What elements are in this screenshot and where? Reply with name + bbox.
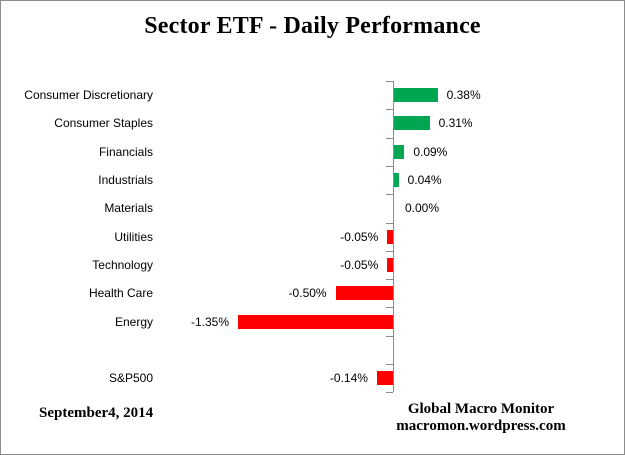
- attribution-source-url: macromon.wordpress.com: [396, 418, 566, 434]
- positive-bar: [394, 173, 399, 188]
- category-label: Materials: [104, 201, 153, 216]
- value-label: 0.38%: [446, 88, 481, 103]
- positive-bar: [394, 116, 430, 131]
- category-label: Energy: [114, 314, 153, 329]
- axis-tick-mark: [386, 81, 393, 82]
- attribution: Global Macro Monitor macromon.wordpress.…: [366, 401, 596, 435]
- axis-tick-mark: [386, 336, 393, 337]
- axis-tick-mark: [386, 109, 393, 110]
- value-axis-line: [393, 81, 394, 393]
- negative-bar: [376, 371, 393, 386]
- axis-tick-mark: [386, 251, 393, 252]
- negative-bar: [387, 257, 393, 272]
- negative-bar: [238, 314, 393, 329]
- axis-tick-mark: [386, 138, 393, 139]
- category-label: S&P500: [108, 371, 153, 386]
- positive-bar: [394, 88, 438, 103]
- value-label: -1.35%: [190, 314, 230, 329]
- value-label: 0.00%: [405, 201, 440, 216]
- axis-tick-mark: [386, 194, 393, 195]
- category-label: Consumer Staples: [54, 116, 153, 131]
- axis-tick-mark: [386, 223, 393, 224]
- category-label: Financials: [98, 144, 153, 159]
- category-label: Industrials: [98, 173, 153, 188]
- value-label: 0.04%: [407, 173, 442, 188]
- attribution-source-name: Global Macro Monitor: [407, 401, 555, 417]
- value-label: -0.50%: [288, 286, 327, 301]
- negative-bar: [387, 229, 393, 244]
- positive-bar: [394, 144, 405, 159]
- value-label: -0.05%: [340, 257, 379, 272]
- axis-tick-mark: [386, 392, 393, 393]
- axis-tick-mark: [386, 166, 393, 167]
- chart-title: Sector ETF - Daily Performance: [144, 13, 481, 39]
- category-label: Health Care: [88, 286, 153, 301]
- axis-tick-mark: [386, 307, 393, 308]
- value-label: 0.31%: [438, 116, 473, 131]
- category-label: Utilities: [114, 229, 153, 244]
- axis-tick-mark: [386, 364, 393, 365]
- category-label: Consumer Discretionary: [24, 88, 153, 103]
- value-label: -0.14%: [329, 371, 368, 386]
- category-label: Technology: [92, 257, 153, 272]
- value-label: -0.05%: [340, 229, 379, 244]
- negative-bar: [335, 286, 393, 301]
- value-label: 0.09%: [413, 144, 448, 159]
- date-label: September4, 2014: [39, 405, 154, 421]
- axis-tick-mark: [386, 279, 393, 280]
